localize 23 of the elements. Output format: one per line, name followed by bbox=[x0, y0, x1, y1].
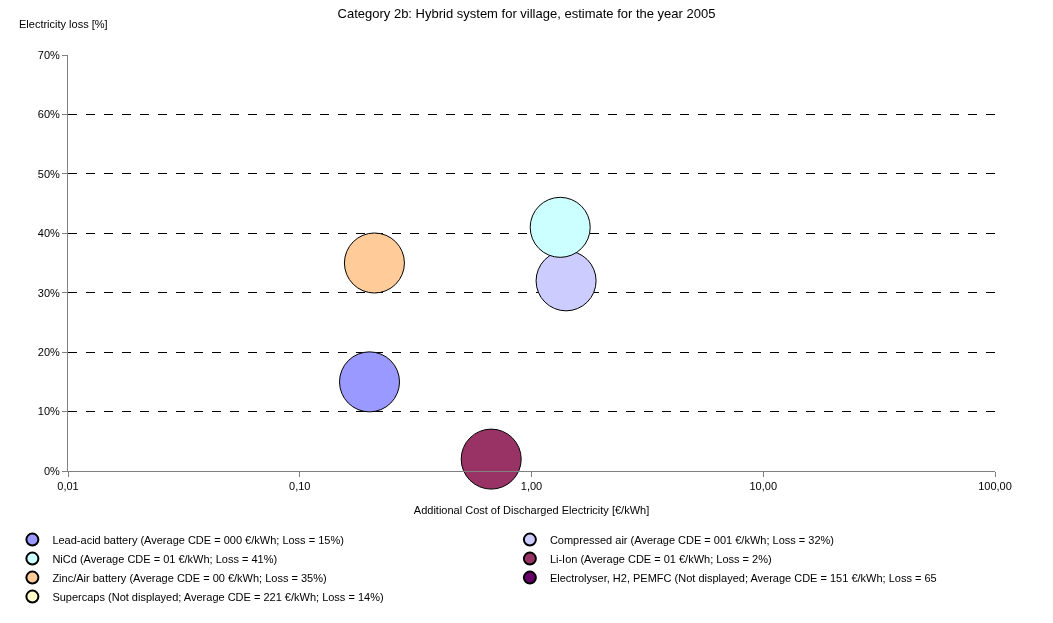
legend-label: Zinc/Air battery (Average CDE = 00 €/kWh; Loss = 35%) bbox=[52, 571, 327, 584]
x-tick-label: 0,10 bbox=[289, 480, 311, 493]
chart-title: Category 2b: Hybrid system for village, estimate for the year 2005 bbox=[337, 6, 716, 22]
y-tick-label: 0% bbox=[43, 464, 61, 477]
legend-label: Li-Ion (Average CDE = 01 €/kWh; Loss = 2%) bbox=[549, 552, 772, 565]
y-tick-label: 50% bbox=[37, 167, 60, 180]
y-axis-title: Electricity loss [%] bbox=[19, 18, 108, 30]
legend-label: Electrolyser, H2, PEMFC (Not displayed; Average CDE = 151 €/kWh; Loss = 65 bbox=[549, 571, 937, 584]
x-tick-label: 1,00 bbox=[520, 480, 543, 493]
x-tick-label: 0,01 bbox=[57, 480, 79, 493]
x-tick-label: 10,00 bbox=[749, 480, 778, 493]
x-tick-label: 100,00 bbox=[978, 480, 1012, 493]
legend-label: Supercaps (Not displayed; Average CDE = 221 €/kWh; Loss = 14%) bbox=[52, 590, 384, 603]
y-tick-label: 70% bbox=[37, 48, 60, 61]
legend-label: Compressed air (Average CDE = 001 €/kWh; Loss = 32%) bbox=[549, 533, 834, 546]
legend-label: NiCd (Average CDE = 01 €/kWh; Loss = 41%) bbox=[52, 552, 278, 565]
y-tick-label: 60% bbox=[37, 108, 60, 121]
y-tick-label: 10% bbox=[37, 405, 60, 418]
y-tick-label: 20% bbox=[37, 345, 60, 358]
legend-label: Lead-acid battery (Average CDE = 000 €/kWh; Loss = 15%) bbox=[52, 533, 344, 546]
x-axis-title: Additional Cost of Discharged Electricity [€/kWh] bbox=[413, 504, 650, 517]
y-tick-label: 40% bbox=[37, 227, 60, 240]
y-tick-label: 30% bbox=[37, 286, 60, 299]
